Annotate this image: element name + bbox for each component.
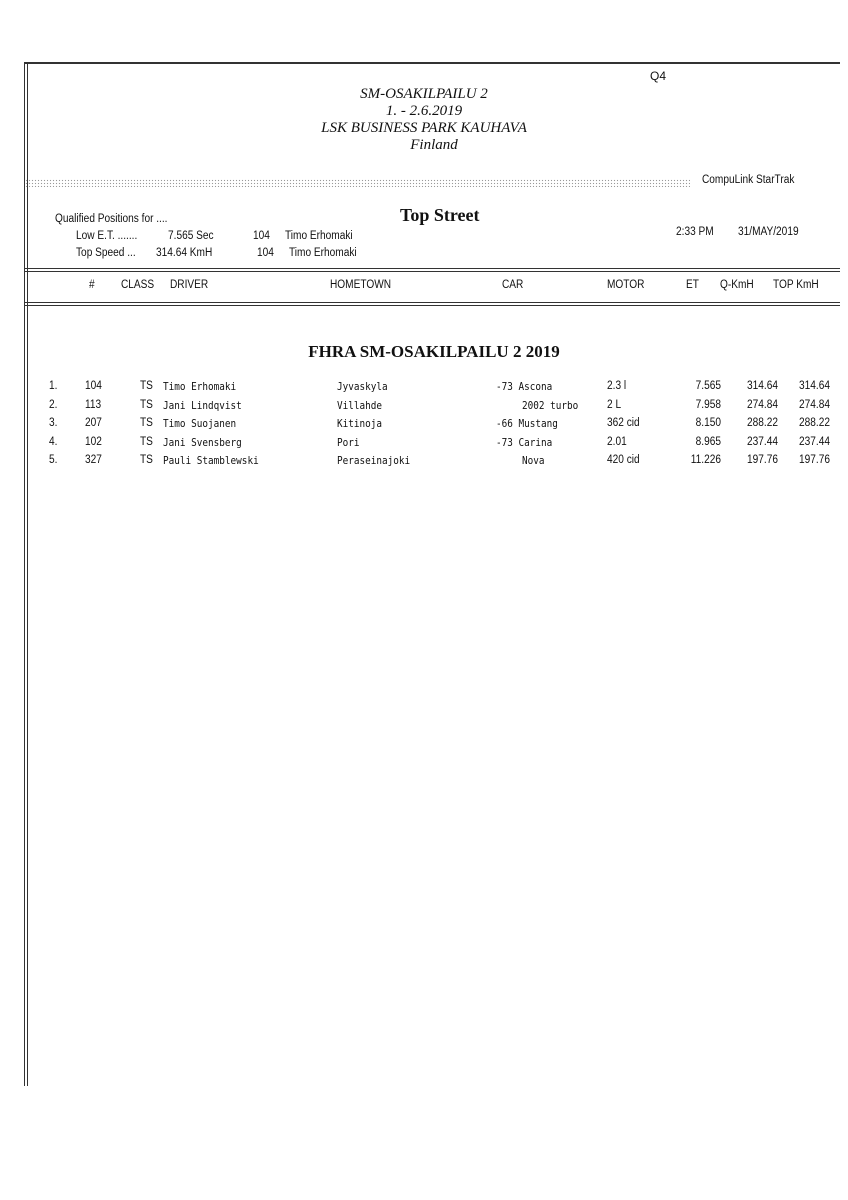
cell-driver: Jani Svensberg — [163, 435, 242, 449]
cell-qkmh: 288.22 — [747, 417, 778, 429]
col-header-driver: DRIVER — [170, 279, 209, 291]
cell-topkmh: 288.22 — [799, 417, 830, 429]
cell-topkmh: 237.44 — [799, 435, 830, 448]
report-time: 2:33 PM — [676, 226, 714, 238]
left-border — [24, 62, 25, 1086]
header-rule — [24, 268, 840, 269]
low-et-label: Low E.T. ....... — [76, 230, 138, 242]
cell-et: 7.565 — [695, 380, 721, 392]
dotted-band — [25, 179, 690, 187]
col-header-car: CAR — [502, 279, 524, 291]
col-header-num: # — [89, 279, 95, 291]
event-country: Finland — [410, 137, 458, 153]
cell-motor: 2.01 — [607, 435, 627, 448]
cell-et: 8.965 — [695, 435, 721, 448]
cell-qkmh: 237.44 — [747, 435, 778, 448]
cell-qkmh: 314.64 — [747, 380, 778, 392]
top-border — [24, 62, 840, 64]
cell-topkmh: 197.76 — [799, 454, 830, 466]
cell-driver: Timo Erhomaki — [163, 380, 237, 393]
cell-car: -66 Mustang — [496, 417, 558, 430]
header-rule — [24, 305, 840, 306]
cell-motor: 2.3 l — [607, 380, 627, 392]
cell-num: 327 — [85, 454, 102, 466]
cell-num: 104 — [85, 380, 102, 392]
col-header-topkmh: TOP KmH — [773, 279, 819, 291]
cell-motor: 2 L — [607, 398, 622, 411]
top-speed-label: Top Speed ... — [76, 247, 136, 259]
header-rule — [24, 271, 840, 272]
cell-car: Nova — [522, 454, 545, 467]
col-header-qkmh: Q-KmH — [720, 279, 754, 291]
low-et-num: 104 — [253, 230, 270, 242]
cell-car: -73 Ascona — [496, 380, 553, 393]
top-speed-driver: Timo Erhomaki — [289, 247, 357, 259]
cell-car: -73 Carina — [496, 435, 553, 449]
cell-hometown: Kitinoja — [337, 417, 383, 430]
event-venue: LSK BUSINESS PARK KAUHAVA — [321, 120, 527, 136]
report-date: 31/MAY/2019 — [738, 226, 799, 238]
cell-pos: 2. — [49, 398, 58, 411]
cell-topkmh: 314.64 — [799, 380, 830, 392]
class-title: Top Street — [400, 205, 480, 225]
section-title: FHRA SM-OSAKILPAILU 2 2019 — [308, 342, 560, 361]
cell-topkmh: 274.84 — [799, 398, 830, 411]
event-dates: 1. - 2.6.2019 — [385, 103, 463, 119]
page-code: Q4 — [650, 69, 667, 83]
top-speed-value: 314.64 KmH — [156, 247, 213, 259]
cell-num: 102 — [85, 435, 102, 448]
cell-et: 7.958 — [695, 398, 721, 411]
cell-class: TS — [140, 417, 153, 429]
cell-class: TS — [140, 380, 153, 392]
qualified-heading: Qualified Positions for .... — [55, 213, 168, 225]
cell-num: 207 — [85, 417, 102, 429]
cell-qkmh: 274.84 — [747, 398, 778, 411]
col-header-motor: MOTOR — [607, 279, 645, 291]
cell-driver: Pauli Stamblewski — [163, 454, 259, 467]
cell-et: 11.226 — [690, 454, 721, 466]
cell-hometown: Villahde — [337, 398, 383, 412]
cell-et: 8.150 — [695, 417, 721, 429]
event-title: SM-OSAKILPAILU 2 — [360, 86, 488, 102]
header-rule — [24, 302, 840, 303]
cell-qkmh: 197.76 — [747, 454, 778, 466]
cell-car: 2002 turbo — [522, 398, 579, 412]
left-border-inner — [27, 62, 28, 1086]
cell-pos: 1. — [49, 380, 58, 392]
cell-driver: Timo Suojanen — [163, 417, 237, 430]
cell-hometown: Pori — [337, 435, 360, 449]
cell-class: TS — [140, 398, 153, 411]
cell-motor: 362 cid — [607, 417, 640, 429]
col-header-et: ET — [686, 279, 699, 291]
cell-class: TS — [140, 435, 153, 448]
cell-class: TS — [140, 454, 153, 466]
cell-pos: 5. — [49, 454, 58, 466]
system-name: CompuLink StarTrak — [702, 174, 795, 186]
cell-pos: 3. — [49, 417, 58, 429]
low-et-value: 7.565 Sec — [168, 230, 214, 242]
top-speed-num: 104 — [257, 247, 274, 259]
cell-hometown: Jyvaskyla — [337, 380, 388, 393]
cell-num: 113 — [85, 398, 102, 411]
col-header-hometown: HOMETOWN — [330, 279, 392, 291]
low-et-driver: Timo Erhomaki — [285, 230, 353, 242]
cell-driver: Jani Lindqvist — [163, 398, 242, 412]
cell-pos: 4. — [49, 435, 58, 448]
cell-hometown: Peraseinajoki — [337, 454, 411, 467]
cell-motor: 420 cid — [607, 454, 640, 466]
col-header-class: CLASS — [121, 279, 155, 291]
